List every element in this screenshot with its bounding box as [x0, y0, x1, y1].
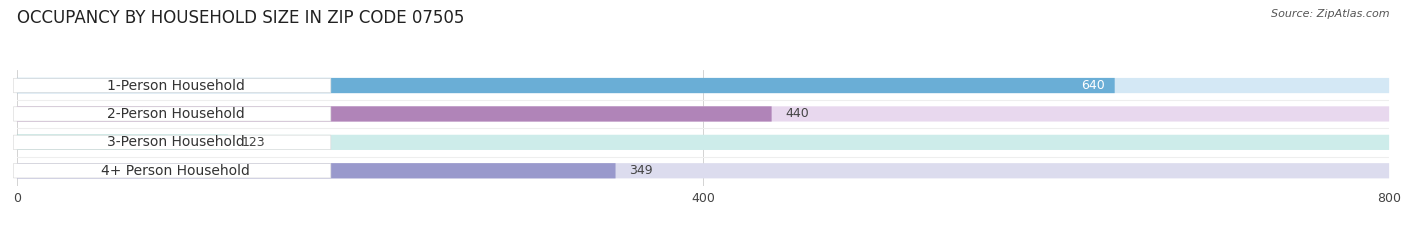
- Text: OCCUPANCY BY HOUSEHOLD SIZE IN ZIP CODE 07505: OCCUPANCY BY HOUSEHOLD SIZE IN ZIP CODE …: [17, 9, 464, 27]
- Text: 440: 440: [786, 107, 808, 120]
- FancyBboxPatch shape: [14, 135, 330, 150]
- FancyBboxPatch shape: [17, 106, 1389, 122]
- Text: 4+ Person Household: 4+ Person Household: [101, 164, 250, 178]
- Text: 640: 640: [1081, 79, 1104, 92]
- Text: Source: ZipAtlas.com: Source: ZipAtlas.com: [1271, 9, 1389, 19]
- FancyBboxPatch shape: [17, 163, 616, 178]
- FancyBboxPatch shape: [14, 107, 330, 121]
- FancyBboxPatch shape: [14, 78, 330, 93]
- FancyBboxPatch shape: [14, 164, 330, 178]
- Text: 3-Person Household: 3-Person Household: [107, 135, 245, 149]
- Text: 2-Person Household: 2-Person Household: [107, 107, 245, 121]
- Text: 349: 349: [630, 164, 652, 177]
- FancyBboxPatch shape: [17, 78, 1389, 93]
- FancyBboxPatch shape: [17, 78, 1115, 93]
- FancyBboxPatch shape: [17, 106, 772, 122]
- FancyBboxPatch shape: [17, 135, 228, 150]
- FancyBboxPatch shape: [17, 135, 1389, 150]
- FancyBboxPatch shape: [17, 163, 1389, 178]
- Text: 123: 123: [242, 136, 266, 149]
- Text: 1-Person Household: 1-Person Household: [107, 79, 245, 93]
